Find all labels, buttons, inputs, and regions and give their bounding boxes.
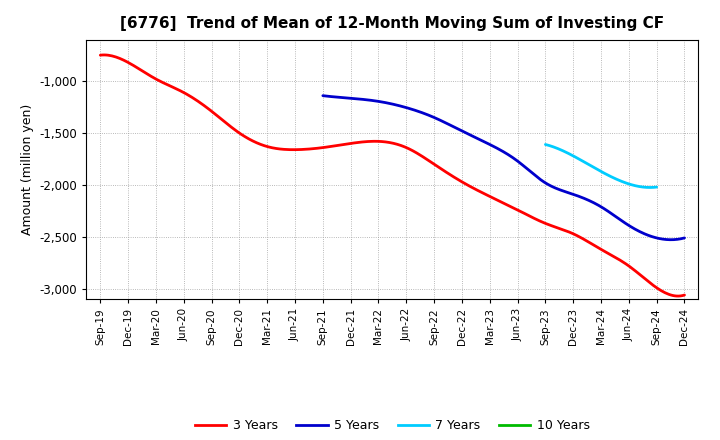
7 Years bbox=[652, 184, 661, 190]
7 Years bbox=[608, 174, 616, 180]
Line: 7 Years: 7 Years bbox=[546, 144, 657, 187]
5 Years bbox=[320, 93, 328, 99]
Y-axis label: Amount (million yen): Amount (million yen) bbox=[21, 104, 34, 235]
3 Years bbox=[675, 293, 683, 299]
Line: 5 Years: 5 Years bbox=[323, 95, 685, 240]
7 Years bbox=[609, 175, 618, 180]
Legend: 3 Years, 5 Years, 7 Years, 10 Years: 3 Years, 5 Years, 7 Years, 10 Years bbox=[190, 414, 595, 437]
5 Years bbox=[318, 93, 327, 98]
7 Years bbox=[541, 142, 550, 147]
3 Years bbox=[446, 172, 454, 177]
5 Years bbox=[534, 175, 542, 180]
5 Years bbox=[667, 237, 675, 242]
3 Years bbox=[100, 52, 109, 58]
3 Years bbox=[590, 243, 599, 248]
5 Years bbox=[647, 234, 655, 239]
3 Years bbox=[680, 293, 689, 298]
Line: 3 Years: 3 Years bbox=[100, 55, 685, 296]
3 Years bbox=[444, 171, 452, 176]
3 Years bbox=[456, 178, 464, 183]
5 Years bbox=[540, 180, 549, 185]
3 Years bbox=[627, 265, 636, 271]
3 Years bbox=[96, 52, 104, 58]
Title: [6776]  Trend of Mean of 12-Month Moving Sum of Investing CF: [6776] Trend of Mean of 12-Month Moving … bbox=[120, 16, 665, 32]
5 Years bbox=[680, 235, 689, 241]
3 Years bbox=[98, 52, 107, 58]
5 Years bbox=[533, 174, 541, 180]
7 Years bbox=[541, 142, 550, 147]
7 Years bbox=[635, 184, 644, 189]
7 Years bbox=[607, 174, 616, 180]
5 Years bbox=[624, 222, 632, 227]
7 Years bbox=[646, 185, 654, 190]
7 Years bbox=[642, 185, 651, 190]
